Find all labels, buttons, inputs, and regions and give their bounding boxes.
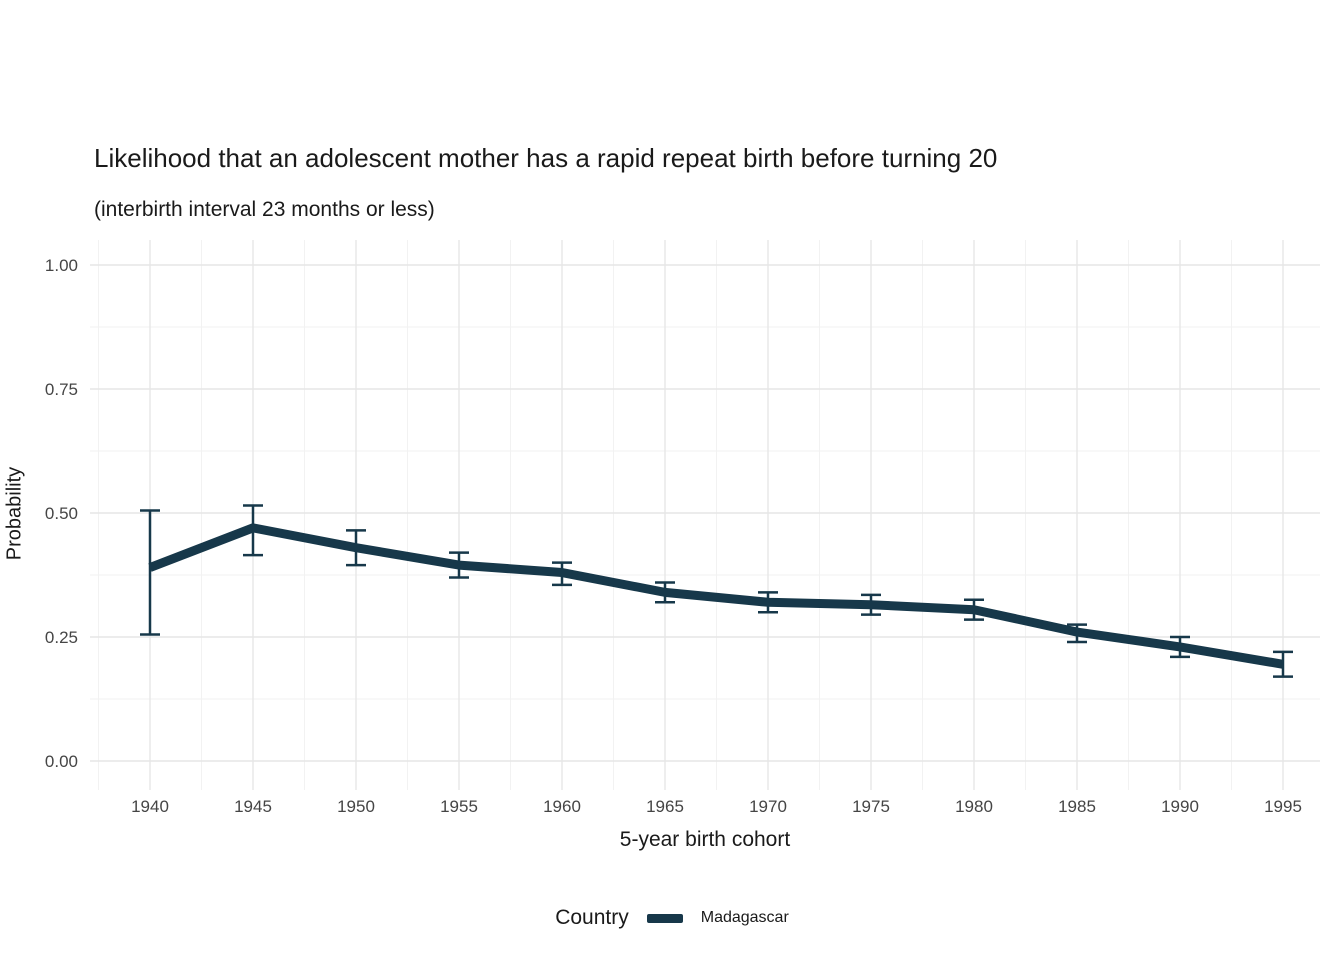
x-tick-label: 1955 [440, 797, 478, 816]
y-tick-label: 0.50 [45, 504, 78, 523]
legend-swatch [646, 913, 683, 923]
x-tick-label: 1980 [955, 797, 993, 816]
x-tick-label: 1990 [1161, 797, 1199, 816]
legend-label: Madagascar [700, 909, 789, 926]
y-tick-label: 1.00 [45, 256, 78, 275]
x-tick-label: 1970 [749, 797, 787, 816]
y-tick-label: 0.25 [45, 628, 78, 647]
x-tick-label: 1950 [337, 797, 375, 816]
legend-title: Country [555, 906, 629, 929]
y-tick-label: 0.75 [45, 380, 78, 399]
y-axis-label: Probability [3, 466, 26, 561]
x-tick-label: 1975 [852, 797, 890, 816]
chart-title: Likelihood that an adolescent mother has… [94, 143, 998, 173]
x-tick-label: 1965 [646, 797, 684, 816]
x-tick-label: 1945 [234, 797, 272, 816]
chart-subtitle: (interbirth interval 23 months or less) [94, 198, 435, 221]
legend: Country Madagascar [0, 906, 1344, 930]
y-tick-label: 0.00 [45, 752, 78, 771]
series-line-madagascar [148, 523, 1284, 669]
x-tick-label: 1960 [543, 797, 581, 816]
x-tick-label: 1985 [1058, 797, 1096, 816]
x-tick-label: 1940 [131, 797, 169, 816]
x-tick-label: 1995 [1264, 797, 1302, 816]
x-axis-label: 5-year birth cohort [619, 828, 791, 851]
